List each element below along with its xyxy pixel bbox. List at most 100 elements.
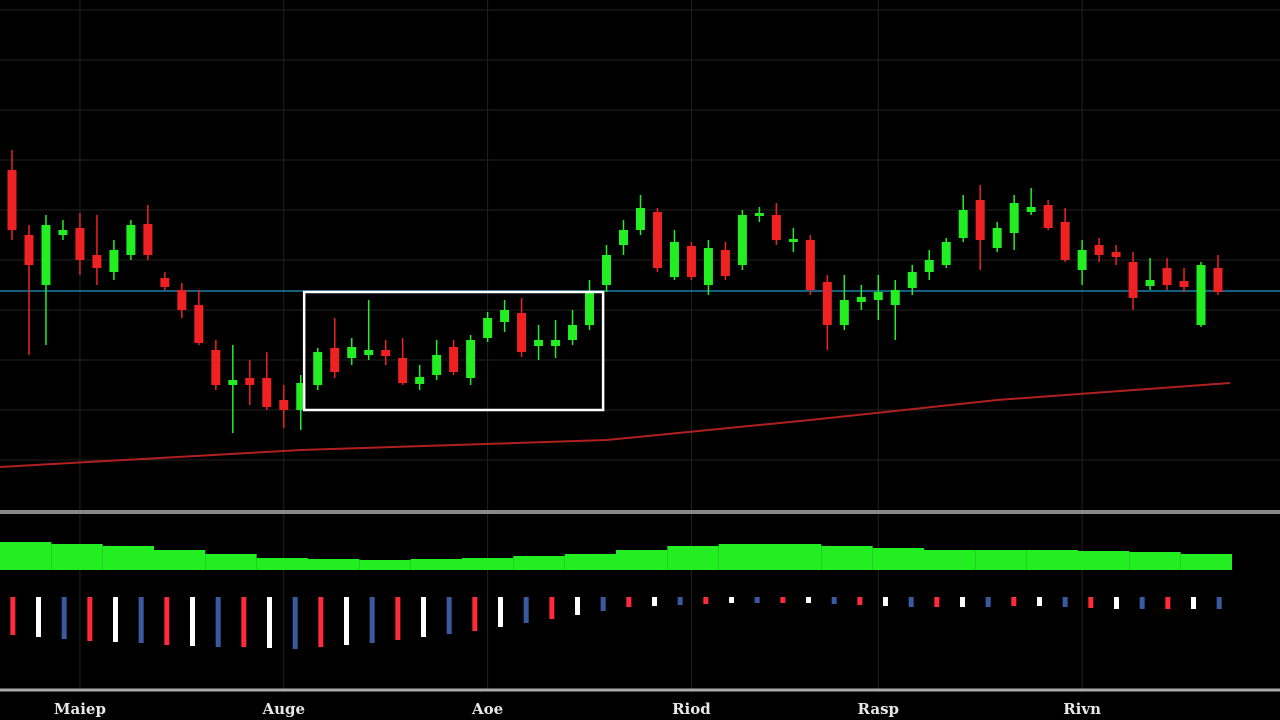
candle-body	[1043, 205, 1053, 228]
indicator-bar	[308, 559, 360, 570]
candle-body	[92, 255, 102, 268]
indicator-bar	[975, 550, 1027, 570]
indicator-bar	[667, 546, 719, 570]
indicator-bar	[215, 597, 221, 647]
candle-body	[754, 213, 764, 216]
candle-body	[975, 200, 985, 240]
candle-body	[58, 230, 68, 235]
candle-body	[618, 230, 628, 245]
candle-body	[686, 246, 696, 277]
candle-body	[517, 313, 527, 352]
candle-body	[1128, 262, 1138, 298]
candle-body	[313, 352, 323, 385]
indicator-bar	[626, 597, 632, 607]
indicator-bar	[549, 597, 555, 619]
indicator-bar	[729, 597, 734, 603]
candle-body	[211, 350, 221, 385]
candle-body	[466, 340, 476, 378]
indicator-bar	[770, 544, 822, 570]
candle-body	[873, 292, 883, 300]
candle-body	[7, 170, 17, 230]
indicator-bar	[359, 560, 411, 570]
indicator-bar	[575, 597, 580, 615]
indicator-bar	[908, 597, 914, 607]
indicator-bar	[344, 597, 349, 645]
candle-body	[1111, 252, 1121, 257]
candle-body	[1009, 203, 1019, 233]
candle-body	[75, 228, 85, 260]
candle-body	[1196, 265, 1206, 325]
candle-body	[703, 248, 713, 285]
candle-body	[1060, 222, 1070, 260]
indicator-bar	[462, 558, 514, 570]
candle-body	[941, 242, 951, 265]
candle-body	[415, 377, 425, 384]
indicator-bar	[446, 597, 452, 634]
candle-body	[449, 347, 459, 372]
indicator-bar	[934, 597, 940, 607]
candle-body	[330, 348, 340, 372]
indicator-bar	[1026, 550, 1078, 570]
candle-body	[109, 250, 119, 272]
candle-body	[398, 358, 408, 383]
indicator-bar	[0, 542, 52, 570]
candle-body	[1162, 268, 1172, 285]
indicator-bar	[410, 559, 462, 570]
indicator-bar	[113, 597, 118, 642]
candle-body	[822, 282, 832, 325]
indicator-bar	[985, 597, 991, 607]
candle-body	[1077, 250, 1087, 270]
indicator-bar	[256, 558, 308, 570]
indicator-bar	[61, 597, 67, 639]
indicator-bar	[369, 597, 375, 643]
indicator-bar	[960, 597, 965, 607]
candle-body	[771, 215, 781, 240]
indicator-bar	[523, 597, 529, 623]
indicator-bar	[1011, 597, 1017, 606]
highlight-box	[302, 290, 605, 412]
candle-body	[839, 300, 849, 325]
indicator-bar	[292, 597, 298, 649]
indicator-bar	[318, 597, 324, 647]
indicator-bar	[102, 546, 154, 570]
candle-body	[262, 378, 272, 407]
indicator-bar	[924, 550, 976, 570]
indicator-bar	[564, 554, 616, 570]
indicator-bar	[600, 597, 606, 611]
candle-body	[381, 350, 391, 356]
indicator-bar	[1191, 597, 1196, 609]
candle-body	[143, 224, 153, 255]
indicator-bar	[831, 597, 837, 604]
indicator-bar	[395, 597, 401, 640]
indicator-bar	[1139, 597, 1145, 609]
candle-body	[41, 225, 51, 285]
x-tick-label: Rivn	[1063, 700, 1101, 718]
candle-body	[500, 310, 510, 322]
indicator-bar	[718, 544, 770, 570]
indicator-bar	[241, 597, 247, 647]
candle-body	[788, 239, 798, 242]
candle-body	[534, 340, 544, 346]
candle-body	[737, 215, 747, 265]
indicator-bar	[857, 597, 863, 605]
x-tick-label: Aoe	[471, 700, 503, 718]
candle-body	[245, 378, 255, 385]
indicator-bar	[652, 597, 657, 606]
indicator-bar	[677, 597, 683, 605]
indicator-bar	[1216, 597, 1222, 609]
indicator-bar	[780, 597, 786, 603]
indicator-bar	[703, 597, 709, 604]
candle-body	[907, 272, 917, 288]
indicator-bar	[1180, 554, 1232, 570]
candle-body	[652, 212, 662, 268]
candle-body	[296, 383, 306, 410]
candle-body	[720, 250, 730, 276]
candle-body	[432, 355, 442, 375]
candle-body	[585, 292, 595, 325]
candle-body	[992, 228, 1002, 248]
x-tick-label: Auge	[261, 700, 305, 718]
candle-body	[483, 318, 493, 338]
indicator-bar	[498, 597, 503, 627]
candle-body	[177, 290, 187, 310]
indicator-bar	[821, 546, 873, 570]
